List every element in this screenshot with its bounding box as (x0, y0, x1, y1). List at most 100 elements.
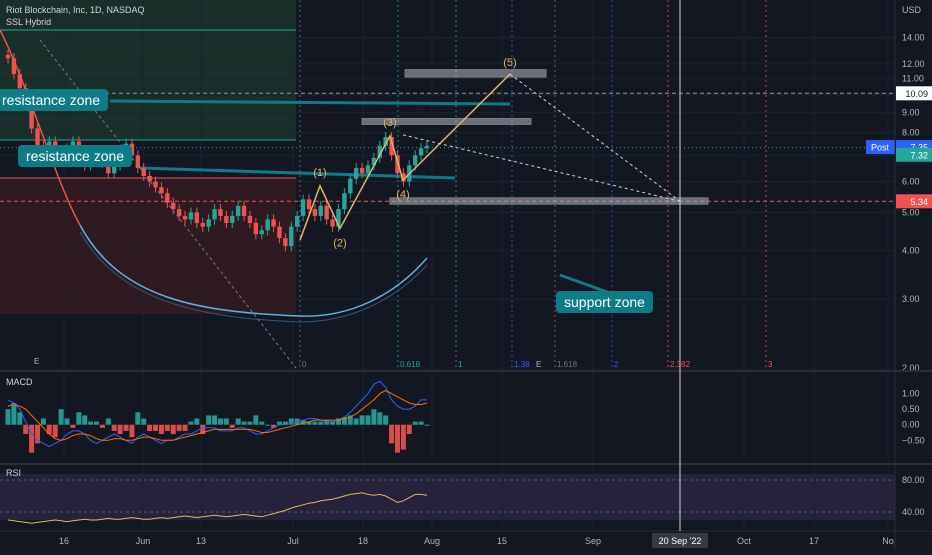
candle-body (11, 58, 17, 75)
macd-hist-bar (194, 418, 200, 425)
candle-body (5, 54, 11, 59)
candle-body (412, 155, 418, 166)
wave-label: (4) (396, 189, 409, 201)
candle-body (159, 187, 164, 194)
lower-shade (0, 178, 296, 314)
indicator-name: SSL Hybrid (6, 17, 52, 27)
candle-body (389, 136, 394, 156)
price-tick-label: 3.00 (902, 294, 920, 304)
candle-body (277, 226, 282, 239)
candle-body (359, 167, 365, 174)
candle-body (336, 209, 341, 227)
candle-body (153, 181, 158, 188)
crosshair-date-label: 20 Sep '22 (659, 536, 702, 546)
candle-body (312, 209, 318, 216)
rsi-line (7, 492, 428, 524)
price-tick-label: 8.00 (902, 128, 920, 138)
fib-label: 1.38 (514, 360, 530, 369)
resistance-zone-callout-mid[interactable]: resistance zone (18, 145, 133, 167)
support-zone-callout[interactable]: support zone (556, 291, 653, 313)
symbol-title: Riot Blockchain, Inc, 1D, NASDAQ (6, 5, 145, 15)
macd-hist-bar (241, 421, 247, 425)
macd-hist-bar (111, 424, 117, 431)
candle-body (224, 215, 229, 223)
candle-body (212, 209, 217, 220)
macd-hist-bar (335, 418, 341, 425)
wave-label: (2) (333, 237, 346, 249)
macd-hist-bar (200, 424, 206, 435)
fib-label: 3 (768, 360, 773, 369)
candle-body (300, 199, 306, 216)
earnings-marker-1: E (34, 357, 39, 366)
candle-body (218, 209, 223, 216)
time-tick-label: 16 (59, 536, 69, 546)
time-tick-label: 18 (358, 536, 368, 546)
macd-hist-bar (418, 421, 424, 425)
candle-body (395, 155, 400, 174)
macd-hist-bar (306, 421, 312, 425)
price-tick-label: 9.00 (902, 108, 920, 118)
candle-body (271, 219, 276, 227)
candle-body (259, 230, 264, 235)
macd-hist-bar (353, 418, 359, 425)
macd-hist-bar (153, 424, 159, 431)
candle-body (188, 212, 194, 220)
price-tick-label: 14.00 (902, 33, 925, 43)
macd-hist-bar (365, 415, 371, 425)
price-tick-label: 4.00 (902, 245, 920, 255)
post-label: Post (871, 143, 890, 153)
resistance-zone-callout-top[interactable]: resistance zone (0, 89, 109, 111)
ssl-red-line (0, 29, 81, 226)
macd-hist-bar (412, 421, 418, 425)
macd-hist-bar (141, 418, 147, 425)
macd-hist-bar (58, 409, 64, 425)
macd-hist-bar (52, 424, 58, 438)
elliott-waves: (1) (2) (3) (4) (5) (299, 57, 681, 249)
candle-body (112, 165, 117, 174)
macd-hist-bar (217, 418, 223, 425)
macd-hist-bar (76, 412, 82, 425)
macd-hist-bar (400, 424, 406, 450)
price-tick-label: 5.00 (902, 207, 920, 217)
level-badge-bg (896, 86, 932, 101)
candle-body (200, 222, 205, 227)
macd-hist-bar (223, 418, 229, 425)
macd-pane (5, 380, 430, 453)
candle-body (35, 128, 40, 146)
macd-hist-bar (46, 424, 52, 435)
macd-hist-bar (29, 424, 35, 453)
macd-hist-bar (176, 424, 182, 431)
axes: 14.0012.0011.0010.009.008.007.006.005.00… (59, 33, 932, 548)
candle-body (147, 175, 152, 182)
macd-hist-bar (5, 409, 11, 425)
macd-tick-label: 0.50 (902, 404, 920, 414)
candle-body (353, 167, 359, 179)
candle-body (330, 219, 335, 227)
candle-body (247, 215, 253, 223)
candle-body (182, 215, 188, 220)
macd-hist-bar (324, 420, 330, 425)
macd-hist-bar (271, 424, 277, 428)
candle-body (424, 145, 430, 149)
wave-label: (3) (383, 117, 396, 129)
fib-label: 0 (302, 360, 307, 369)
candle-body (318, 205, 323, 216)
candle-body (253, 222, 259, 235)
time-tick-label: 17 (809, 536, 819, 546)
support-price-badge-bg (896, 194, 932, 209)
candle-body (206, 219, 211, 227)
macd-hist-bar (276, 421, 282, 425)
macd-hist-bar (123, 424, 129, 431)
time-tick-label: 15 (497, 536, 507, 546)
candle-body (342, 193, 347, 210)
crosshair-date-badge (652, 533, 708, 548)
macd-hist-bar (70, 424, 76, 428)
macd-hist-bar (164, 424, 170, 431)
macd-hist-bar (235, 418, 241, 425)
fib-label: 2 (614, 360, 619, 369)
candle-body (135, 155, 141, 168)
candle-body (324, 205, 329, 220)
earnings-marker-2: E (536, 360, 541, 369)
